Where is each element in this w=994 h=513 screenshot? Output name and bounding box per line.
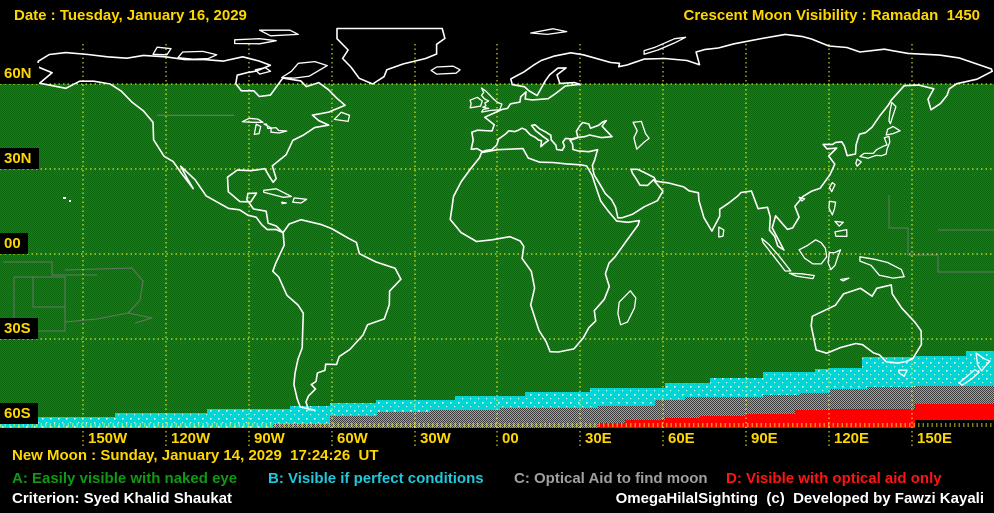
legend-zone-a: A: Easily visible with naked eye [12,470,238,487]
date-text: Date : Tuesday, January 16, 2029 [14,7,247,24]
page-title: Crescent Moon Visibility : Ramadan 1450 [683,7,980,24]
lon-label-30w: 30W [420,430,451,447]
lon-label-90e: 90E [751,430,778,447]
lon-label-00: 00 [502,430,519,447]
lon-label-120w: 120W [171,430,211,447]
lon-label-60e: 60E [668,430,695,447]
legend-zone-b: B: Visible if perfect conditions [268,470,484,487]
criterion-text: Criterion: Syed Khalid Shaukat [12,490,233,507]
lon-label-150w: 150W [88,430,128,447]
credit-row: Criterion: Syed Khalid Shaukat OmegaHila… [0,490,994,510]
lat-label-60s: 60S [0,403,38,424]
lat-label-30n: 30N [0,148,39,169]
legend-row: A: Easily visible with naked eye B: Visi… [0,470,994,490]
lat-label-00: 00 [0,233,28,254]
lat-label-30s: 30S [0,318,38,339]
lon-label-120e: 120E [834,430,870,447]
lon-label-150e: 150E [917,430,953,447]
legend-zone-d: D: Visible with optical aid only [726,470,942,487]
newmoon-row: New Moon : Sunday, January 14, 2029 17:2… [0,447,994,467]
credit-text: OmegaHilalSighting (c) Developed by Fawz… [615,490,984,507]
legend-zone-c: C: Optical Aid to find moon [514,470,708,487]
lon-label-60w: 60W [337,430,368,447]
new-moon-text: New Moon : Sunday, January 14, 2029 17:2… [12,447,379,464]
lat-label-60n: 60N [0,63,39,84]
lon-label-30e: 30E [585,430,612,447]
lon-label-90w: 90W [254,430,285,447]
